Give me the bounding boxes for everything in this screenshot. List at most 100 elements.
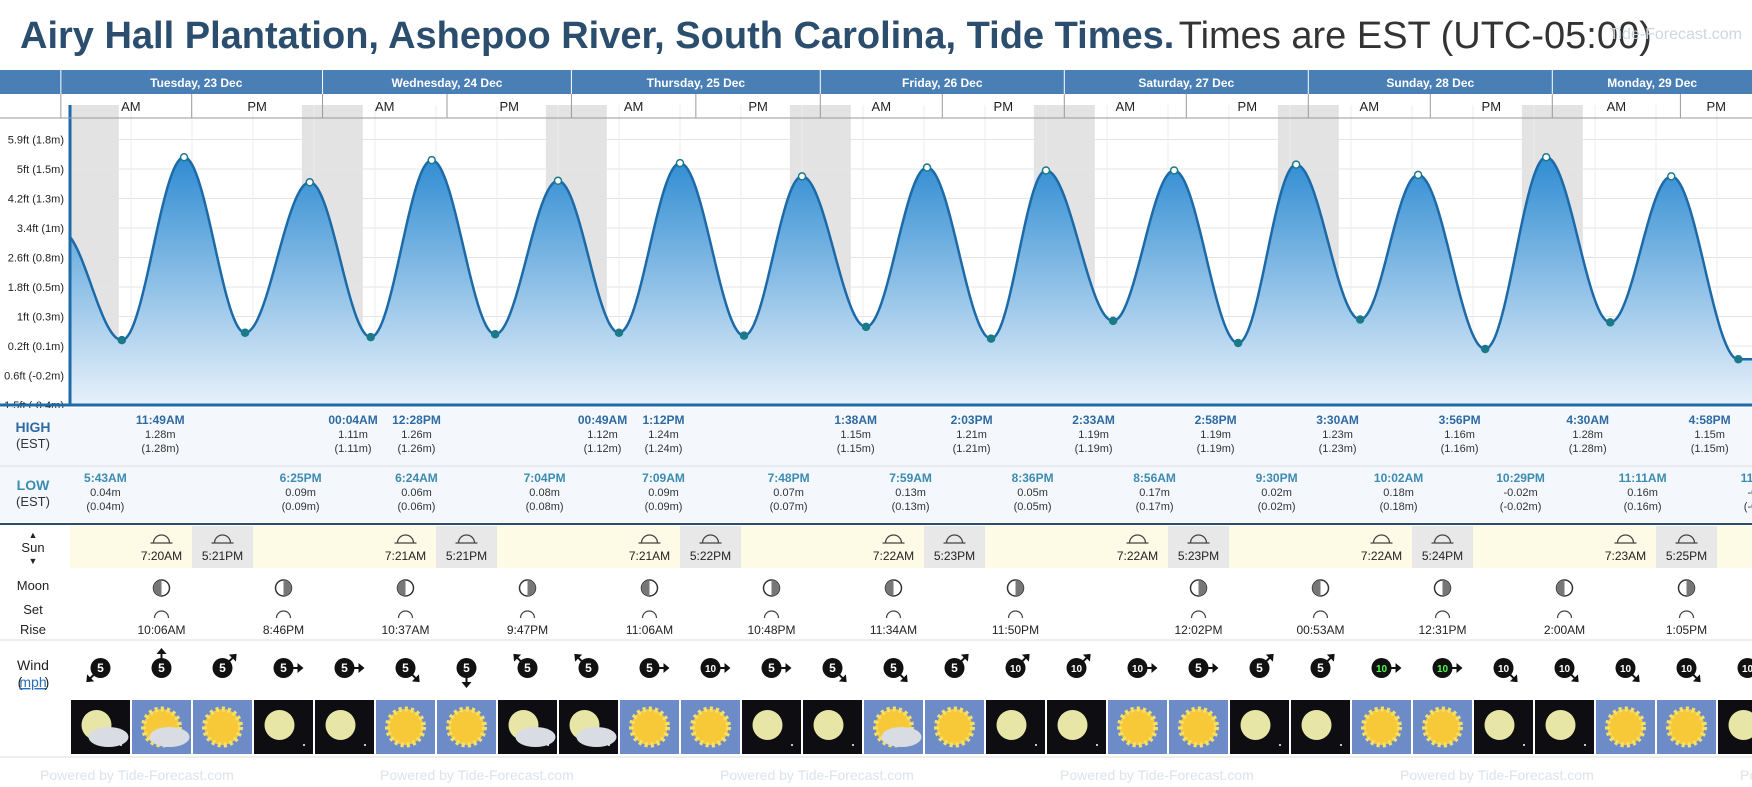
low-tide-point	[1606, 318, 1615, 327]
moonrise-icon	[1007, 610, 1024, 619]
y-tick-label: 2.6ft (0.8m)	[8, 253, 64, 265]
sun-up-icon: ▲	[29, 530, 38, 540]
wind-badge	[1127, 658, 1148, 678]
wind-arrow-head	[1395, 663, 1402, 673]
wind-badge	[1737, 658, 1752, 678]
wind-speed: 10	[1742, 664, 1752, 675]
low-tide-point	[614, 328, 624, 337]
moon-shade	[885, 580, 894, 596]
low-tide-height-alt: (0.13m)	[892, 501, 930, 513]
star-icon	[1584, 744, 1586, 746]
high-tide-time: 3:56PM	[1439, 413, 1481, 427]
high-tide-height-alt: (1.21m)	[953, 443, 991, 455]
low-tide-height-alt: (0.16m)	[1624, 501, 1662, 513]
moon-shade	[527, 580, 536, 596]
sun-weather-icon	[1361, 706, 1402, 748]
moonset-icon	[641, 610, 658, 619]
star-icon	[791, 744, 793, 746]
sunset-icon	[211, 534, 234, 544]
ampm-label: PM	[994, 99, 1014, 114]
wind-speed: 5	[158, 661, 165, 675]
y-tick-label: 4.2ft (1.3m)	[8, 194, 64, 206]
sunset-cell	[1168, 526, 1229, 568]
ampm-label: PM	[1238, 99, 1258, 114]
high-tide-height: 1.15m	[840, 429, 871, 441]
moon-time: 10:48PM	[747, 623, 795, 637]
high-tide-height-alt: (1.19m)	[1075, 443, 1113, 455]
wind-badge	[700, 658, 721, 678]
moon-set-label: Set	[23, 602, 43, 617]
moon-phase-icon	[640, 579, 659, 597]
wind-arrow-head	[1570, 674, 1579, 683]
high-tide-point	[1169, 166, 1179, 175]
high-tide-point	[1667, 172, 1676, 181]
moon-phase-icon	[518, 579, 537, 597]
moon-phase-icon	[1555, 579, 1574, 597]
y-tick-label: 0.6ft (-0.2m)	[4, 371, 64, 383]
moon-rise-label: Rise	[20, 622, 46, 637]
high-tide-height: 1.12m	[587, 429, 618, 441]
high-row-label: HIGH	[16, 419, 51, 435]
location-title: Airy Hall Plantation, Ashepoo River, Sou…	[20, 15, 1175, 57]
sun-arc	[457, 534, 476, 544]
moon-time: 11:50PM	[992, 623, 1039, 637]
moon-time: 00:53AM	[1296, 623, 1344, 637]
sunset-icon	[1675, 534, 1698, 544]
moon-time: 10:37AM	[381, 623, 429, 637]
sun-time: 7:21AM	[629, 549, 670, 563]
high-tide-time: 1:12PM	[643, 413, 685, 427]
low-tide-time: 7:04PM	[524, 471, 566, 485]
y-tick-label: 0.2ft (0.1m)	[8, 341, 64, 353]
high-tide-time: 11:49AM	[136, 413, 185, 427]
wind-speed: 5	[890, 661, 897, 675]
cloud-icon	[576, 727, 617, 747]
sun-down-icon: ▼	[29, 556, 38, 566]
low-tide-time: 6:24AM	[395, 471, 438, 485]
wind-speed: 5	[219, 661, 226, 675]
day-label: Monday, 29 Dec	[1607, 76, 1697, 90]
moonset-icon	[1434, 610, 1451, 619]
wind-badge	[273, 658, 294, 678]
ampm-label: PM	[1482, 99, 1502, 114]
ampm-label: PM	[1706, 99, 1726, 114]
low-tide-time: 10:29PM	[1496, 471, 1545, 485]
high-tide-point	[675, 158, 685, 168]
moonrise-icon	[1556, 610, 1573, 619]
wind-speed: 10	[1498, 664, 1510, 675]
low-row-label: LOW	[17, 477, 50, 493]
moon-weather-icon	[1728, 710, 1752, 740]
high-tide-height-alt: (1.16m)	[1441, 443, 1479, 455]
wind-arrow-head	[411, 674, 420, 683]
low-tide-point	[986, 334, 996, 343]
high-tide-height: 1.24m	[648, 429, 679, 441]
sun-weather-icon	[1666, 706, 1707, 748]
low-tide-height-alt: (0.06m)	[398, 501, 436, 513]
sunset-icon	[1187, 534, 1210, 544]
tide-chart: 1.5ft (-0.4m)0.6ft (-0.2m)0.2ft (0.1m)1f…	[0, 70, 1752, 787]
high-tide-height: 1.28m	[1572, 429, 1603, 441]
low-tide-height: 0.06m	[401, 487, 432, 499]
sunset-cell	[1412, 526, 1473, 568]
sunrise-icon	[394, 534, 417, 544]
sun-weather-icon	[385, 706, 426, 748]
sun-weather-icon	[446, 706, 487, 748]
low-tide-point	[1108, 316, 1118, 326]
high-tide-height: 1.16m	[1444, 429, 1475, 441]
moon-weather-icon	[813, 710, 844, 740]
wind-arrow-head	[960, 653, 969, 662]
timezone-note: Times are EST (UTC-05:00)	[1178, 15, 1652, 57]
moonrise-icon	[1312, 610, 1329, 619]
wind-badge	[1676, 658, 1697, 678]
footer-watermark: Powered by Tide-Forecast.com	[40, 767, 234, 783]
low-tide-height: -0.09m	[1747, 487, 1752, 499]
sun-time: 7:22AM	[1361, 549, 1402, 563]
wind-badge	[1249, 658, 1270, 678]
moon-shade	[641, 580, 650, 596]
low-tide-point	[117, 335, 127, 345]
sunrise-icon	[638, 534, 661, 544]
wind-speed: 10	[1376, 664, 1388, 675]
y-tick-label: 5ft (1.5m)	[17, 164, 64, 176]
wind-speed: 5	[97, 661, 104, 675]
sunrise-icon	[1126, 534, 1149, 544]
high-tide-height: 1.11m	[338, 429, 368, 441]
